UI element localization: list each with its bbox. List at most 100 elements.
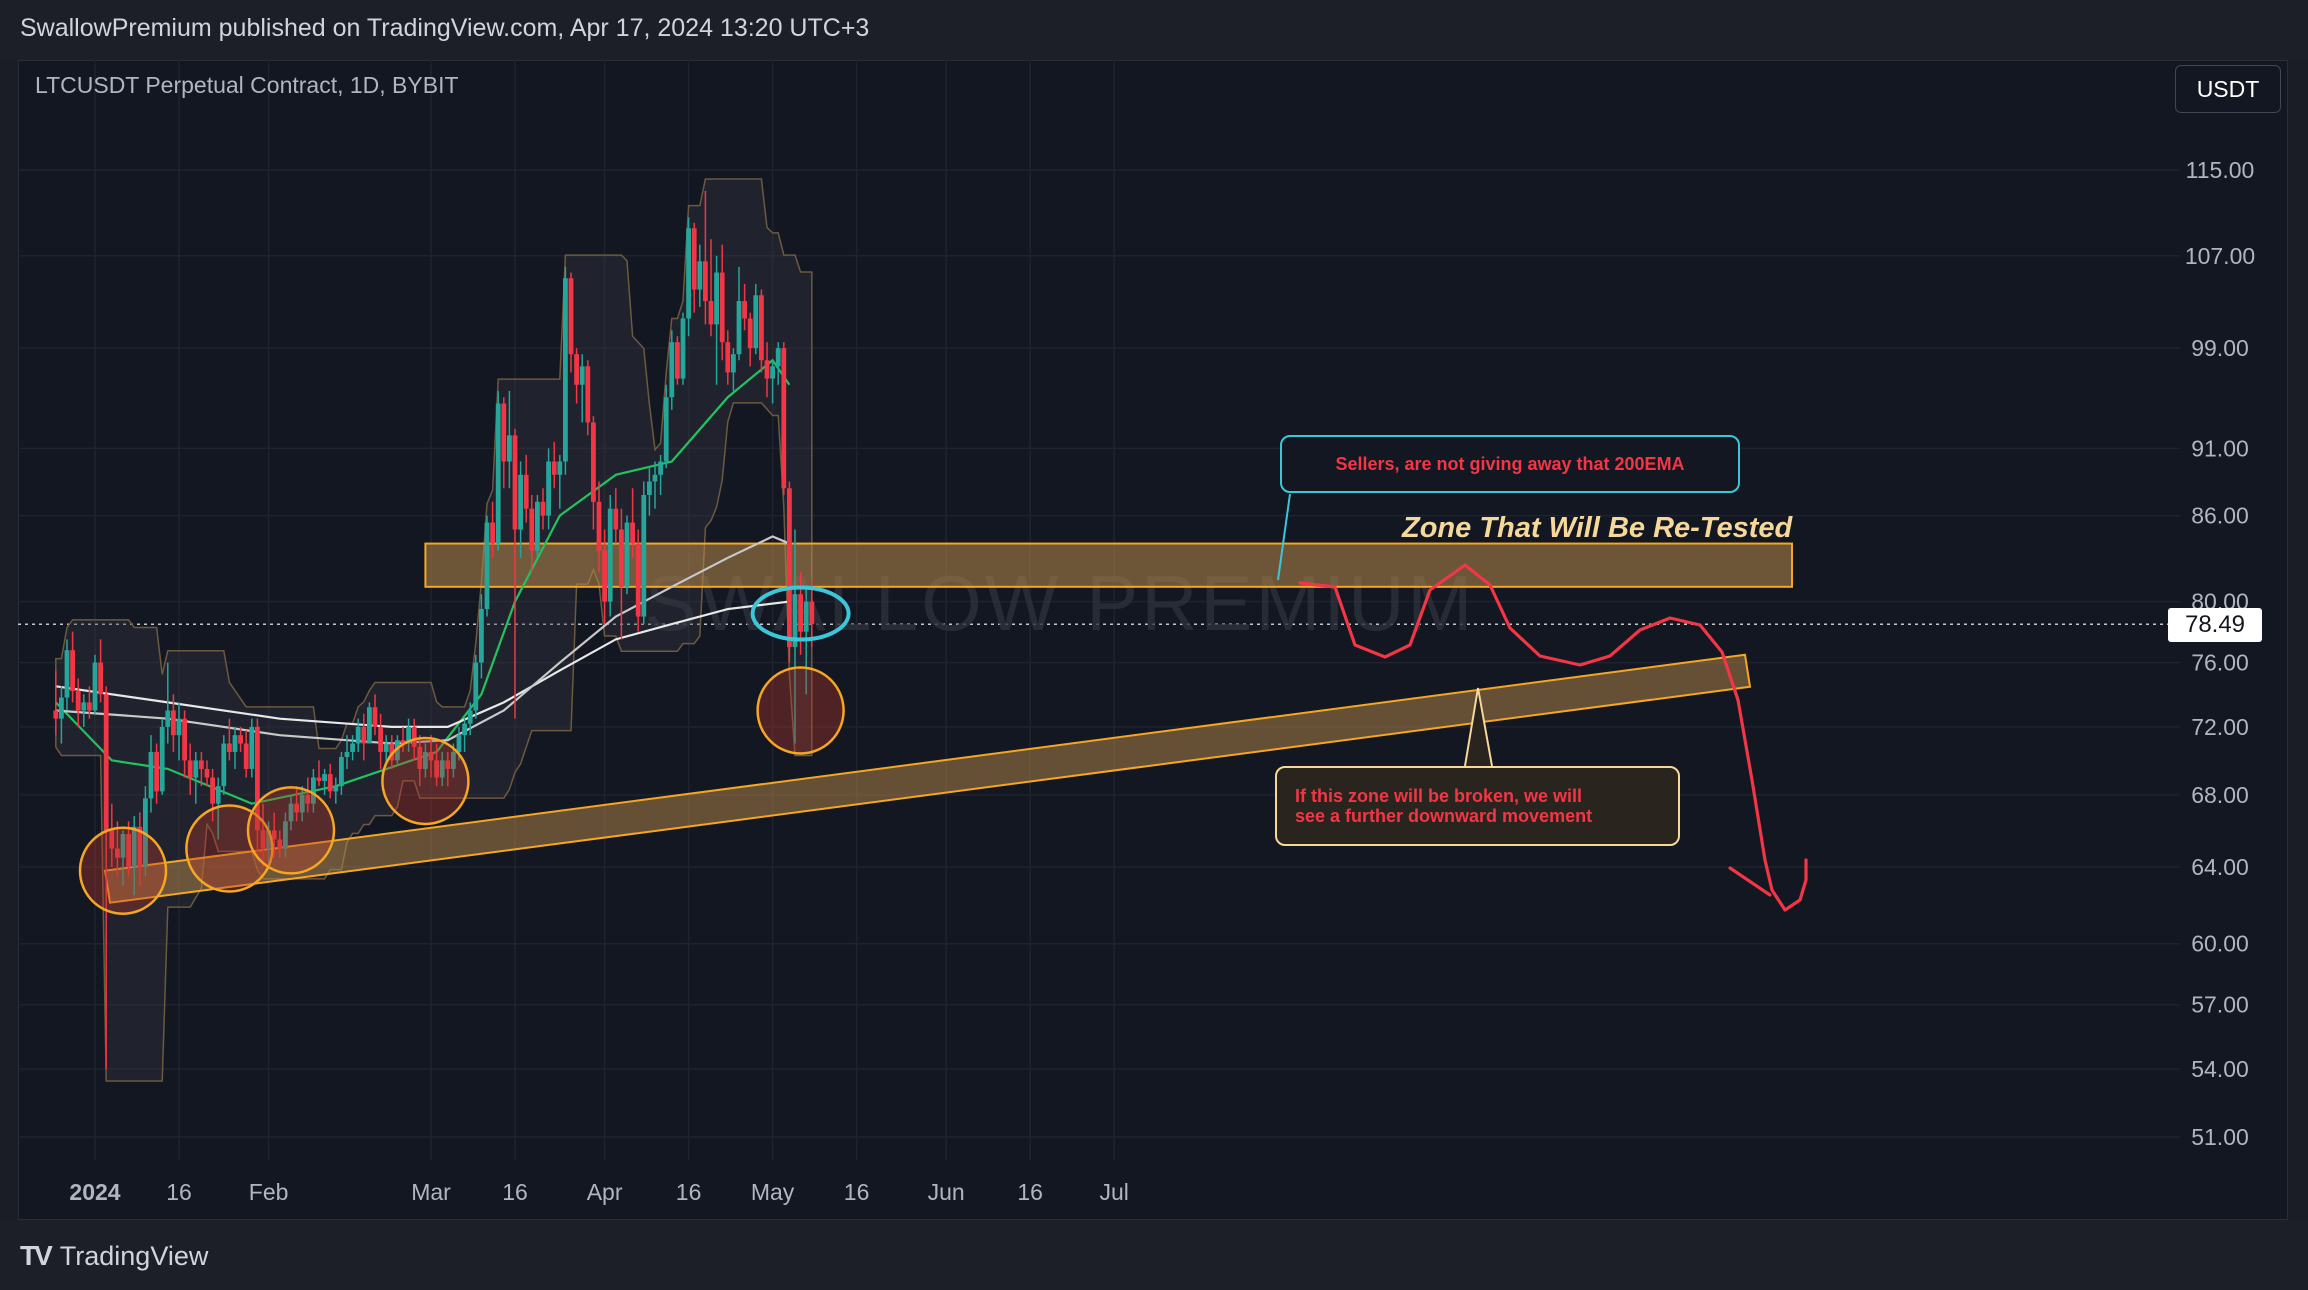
- candle: [518, 461, 523, 558]
- candle-body: [635, 543, 641, 617]
- candle-body: [669, 342, 675, 398]
- note1-connector: [1277, 493, 1291, 581]
- candle: [484, 515, 490, 617]
- candle: [176, 702, 182, 761]
- candle-body: [512, 435, 518, 530]
- projection-path: [1298, 563, 1808, 912]
- candle-body: [787, 488, 792, 648]
- projection-line: [1298, 563, 1808, 912]
- chart-panel[interactable]: [18, 60, 2288, 1220]
- candle: [663, 384, 669, 469]
- time-tick-label: Jun: [928, 1179, 965, 1205]
- candle-body: [171, 710, 176, 736]
- candle-body: [456, 735, 462, 752]
- candle: [165, 662, 171, 744]
- candle: [423, 743, 428, 778]
- candle-body: [775, 348, 781, 367]
- candle: [512, 428, 518, 719]
- candle: [428, 735, 434, 778]
- candle-body: [596, 501, 602, 551]
- candle: [490, 501, 495, 558]
- moving-averages: [55, 358, 791, 805]
- tradingview-logo-icon: TV: [20, 1240, 53, 1271]
- candle-body: [613, 508, 619, 530]
- candle-body: [602, 550, 607, 602]
- candle-body: [764, 360, 770, 379]
- candle: [154, 743, 159, 804]
- candle: [260, 803, 266, 867]
- time-tick-label: Jul: [1099, 1179, 1128, 1205]
- rising-support-zone: [103, 653, 1752, 904]
- candle-body: [719, 272, 725, 343]
- candle-body: [641, 495, 647, 617]
- candle-body: [199, 760, 204, 769]
- ma-line-1: [55, 600, 790, 728]
- candle: [675, 336, 680, 385]
- candle-body: [109, 830, 115, 849]
- price-tick-label: 115.00: [2186, 157, 2255, 183]
- candle-body: [288, 803, 294, 822]
- candle-body: [255, 726, 260, 831]
- candle: [305, 777, 311, 813]
- candle-body: [546, 461, 551, 516]
- currency-unit-button[interactable]: USDT: [2175, 65, 2281, 113]
- candle-body: [479, 609, 484, 663]
- time-tick-label: 16: [844, 1179, 870, 1205]
- candle-body: [467, 710, 473, 724]
- candle-body: [747, 318, 753, 349]
- candle-body: [423, 751, 428, 769]
- candle: [462, 718, 467, 752]
- candle: [809, 579, 815, 648]
- candle: [221, 735, 227, 795]
- time-tick-label: 16: [166, 1179, 192, 1205]
- candle-body: [87, 702, 92, 711]
- candle: [59, 686, 64, 744]
- symbol-title: LTCUSDT Perpetual Contract, 1D, BYBIT: [35, 72, 459, 98]
- touch-circle: [246, 786, 336, 875]
- candle-body: [98, 662, 103, 695]
- candle: [535, 495, 540, 558]
- candle: [557, 454, 563, 509]
- candle: [770, 360, 775, 404]
- candle: [731, 348, 736, 391]
- support-resistance-zones: [103, 542, 1793, 904]
- time-tick-label: Apr: [587, 1179, 623, 1205]
- candle: [288, 794, 294, 831]
- time-tick-label: 16: [502, 1179, 528, 1205]
- candle: [602, 529, 607, 625]
- candle-body: [551, 461, 557, 475]
- candle: [747, 312, 753, 367]
- candle: [159, 718, 165, 795]
- candle-body: [316, 777, 322, 781]
- bollinger-band: [55, 178, 813, 1082]
- candle: [126, 821, 131, 877]
- price-tick-label: 51.00: [2191, 1124, 2249, 1150]
- candle-body: [327, 774, 333, 792]
- candle-body: [411, 726, 417, 747]
- candle: [350, 735, 355, 761]
- candle: [249, 718, 255, 778]
- candle-body: [249, 726, 255, 769]
- publisher-bar: [0, 0, 2308, 60]
- touch-circle: [78, 826, 168, 915]
- candle-body: [159, 726, 165, 792]
- candle: [361, 713, 367, 761]
- candle: [540, 488, 546, 530]
- note-sellers-text: Sellers, are not giving away that 200EMA: [1335, 453, 1685, 474]
- candle: [311, 768, 316, 813]
- candle-body: [451, 751, 456, 769]
- projection-hook: [1728, 866, 1772, 897]
- candle: [686, 217, 691, 337]
- candle-body: [277, 839, 283, 849]
- candle: [619, 508, 624, 640]
- price-tick-label: 72.00: [2191, 714, 2249, 740]
- tradingview-logo[interactable]: TV TradingView: [20, 1240, 208, 1272]
- price-axis: 51.00 54.00 57.00 60.00 64.00 68.00 72.00 76.00…: [2185, 157, 2255, 1150]
- candle: [378, 713, 383, 769]
- candle-body: [607, 508, 613, 602]
- candle-body: [131, 826, 137, 867]
- candle: [271, 812, 277, 858]
- candle-body: [495, 403, 501, 544]
- candle-body: [238, 735, 243, 744]
